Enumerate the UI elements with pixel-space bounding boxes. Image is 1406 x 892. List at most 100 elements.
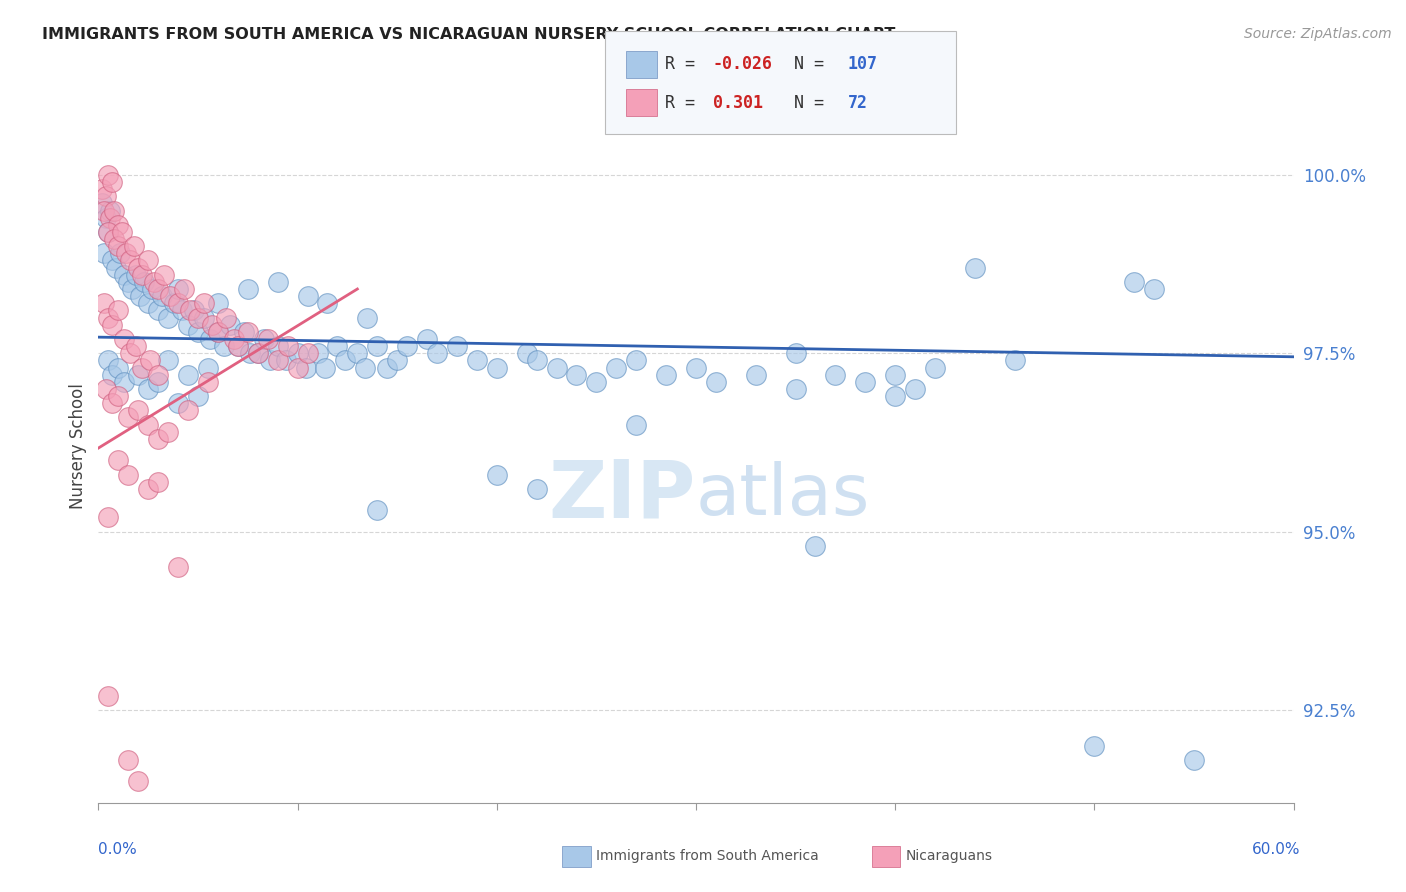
Point — [197, 375, 219, 389]
Point — [134, 275, 156, 289]
Point — [222, 332, 245, 346]
Point — [172, 303, 194, 318]
Point — [112, 375, 135, 389]
Point — [198, 332, 221, 346]
Point — [110, 246, 132, 260]
Point — [187, 310, 209, 325]
Point — [246, 346, 269, 360]
Point — [366, 503, 388, 517]
Point — [112, 268, 135, 282]
Point — [117, 275, 139, 289]
Point — [884, 389, 907, 403]
Point — [127, 774, 149, 789]
Point — [745, 368, 768, 382]
Point — [124, 239, 146, 253]
Point — [177, 318, 200, 332]
Point — [177, 368, 200, 382]
Point — [136, 296, 159, 310]
Point — [96, 382, 118, 396]
Point — [246, 346, 269, 360]
Point — [904, 382, 927, 396]
Point — [267, 339, 290, 353]
Point — [526, 482, 548, 496]
Text: Source: ZipAtlas.com: Source: ZipAtlas.com — [1244, 27, 1392, 41]
Point — [232, 325, 254, 339]
Point — [375, 360, 398, 375]
Text: Nicaraguans: Nicaraguans — [905, 849, 993, 863]
Point — [157, 310, 180, 325]
Point — [297, 289, 319, 303]
Text: 107: 107 — [848, 55, 877, 73]
Point — [546, 360, 568, 375]
Point — [259, 353, 281, 368]
Point — [785, 382, 807, 396]
Point — [884, 368, 907, 382]
Point — [93, 203, 115, 218]
Point — [117, 753, 139, 767]
Point — [277, 339, 299, 353]
Point — [565, 368, 588, 382]
Point — [624, 353, 647, 368]
Point — [121, 282, 143, 296]
Text: ZIP: ZIP — [548, 457, 696, 535]
Point — [207, 296, 229, 310]
Point — [103, 203, 125, 218]
Point — [315, 360, 337, 375]
Point — [354, 360, 377, 375]
Point — [91, 182, 114, 196]
Point — [167, 296, 190, 310]
Point — [115, 246, 138, 260]
Point — [179, 303, 201, 318]
Point — [187, 325, 209, 339]
Point — [346, 346, 368, 360]
Point — [120, 346, 142, 360]
Point — [129, 289, 152, 303]
Point — [236, 282, 259, 296]
Point — [107, 360, 129, 375]
Point — [307, 346, 329, 360]
Point — [193, 296, 215, 310]
Point — [97, 168, 120, 182]
Point — [215, 310, 238, 325]
Point — [824, 368, 846, 382]
Point — [159, 289, 181, 303]
Point — [157, 425, 180, 439]
Text: atlas: atlas — [696, 461, 870, 531]
Point — [274, 353, 297, 368]
Point — [117, 467, 139, 482]
Point — [107, 239, 129, 253]
Point — [131, 268, 153, 282]
Point — [125, 268, 148, 282]
Text: IMMIGRANTS FROM SOUTH AMERICA VS NICARAGUAN NURSERY SCHOOL CORRELATION CHART: IMMIGRANTS FROM SOUTH AMERICA VS NICARAG… — [42, 27, 896, 42]
Point — [136, 382, 159, 396]
Point — [201, 318, 224, 332]
Point — [167, 282, 190, 296]
Point — [326, 339, 349, 353]
Text: R =: R = — [665, 94, 704, 112]
Point — [97, 510, 120, 524]
Point — [287, 360, 309, 375]
Point — [173, 282, 195, 296]
Point — [125, 339, 148, 353]
Point — [316, 296, 339, 310]
Point — [226, 339, 249, 353]
Point — [97, 353, 120, 368]
Point — [136, 253, 159, 268]
Point — [207, 325, 229, 339]
Point — [924, 360, 946, 375]
Point — [131, 360, 153, 375]
Point — [107, 218, 129, 232]
Point — [98, 211, 122, 225]
Point — [1143, 282, 1166, 296]
Point — [177, 403, 200, 417]
Point — [96, 211, 118, 225]
Point — [785, 346, 807, 360]
Point — [148, 368, 170, 382]
Point — [287, 346, 309, 360]
Point — [396, 339, 419, 353]
Point — [136, 482, 159, 496]
Point — [1004, 353, 1026, 368]
Point — [112, 332, 135, 346]
Text: N =: N = — [794, 55, 834, 73]
Point — [236, 325, 259, 339]
